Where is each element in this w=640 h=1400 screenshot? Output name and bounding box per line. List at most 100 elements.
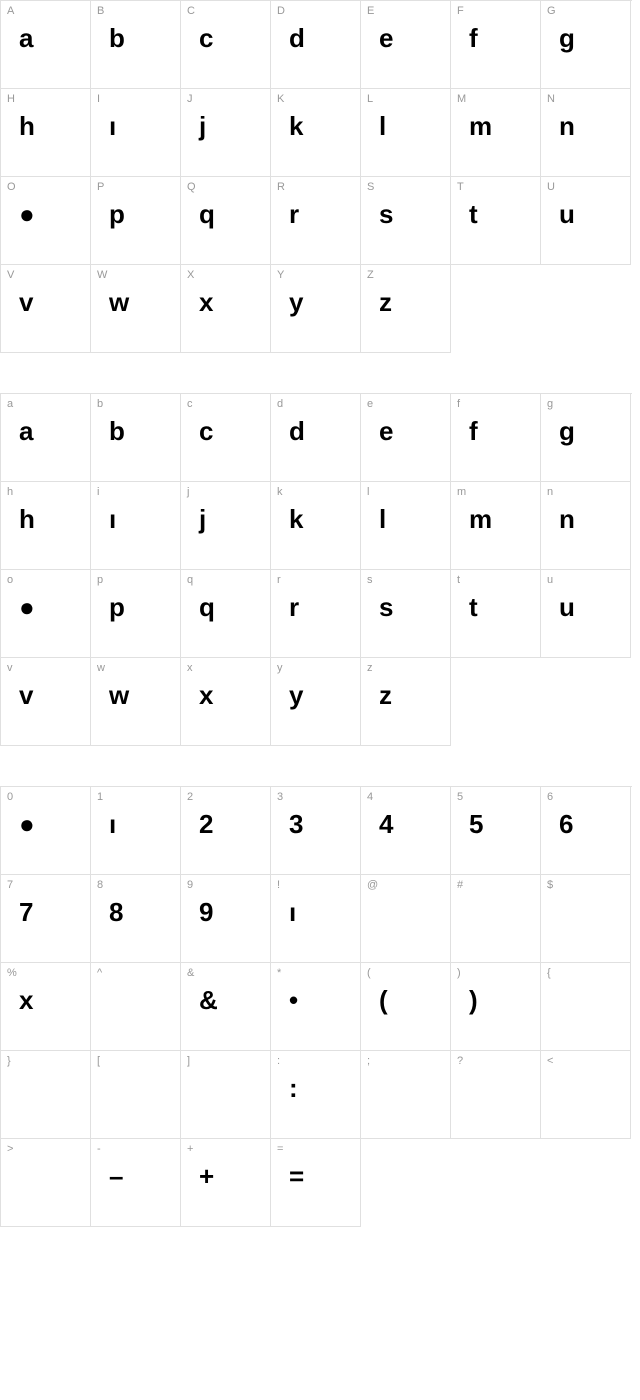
charmap-cell[interactable]: jj — [181, 482, 271, 570]
charmap-cell[interactable]: Pp — [91, 177, 181, 265]
charmap-cell[interactable]: Nn — [541, 89, 631, 177]
charmap-cell[interactable]: Bb — [91, 1, 181, 89]
charmap-cell[interactable]: > — [1, 1139, 91, 1227]
charmap-cell[interactable]: *• — [271, 963, 361, 1051]
charmap-cell[interactable]: $ — [541, 875, 631, 963]
charmap-cell[interactable]: ff — [451, 394, 541, 482]
charmap-cell[interactable]: !ı — [271, 875, 361, 963]
cell-label: @ — [367, 879, 378, 891]
charmap-cell[interactable]: iı — [91, 482, 181, 570]
charmap-cell[interactable]: @ — [361, 875, 451, 963]
charmap-cell[interactable]: -– — [91, 1139, 181, 1227]
charmap-cell[interactable]: Kk — [271, 89, 361, 177]
charmap-cell[interactable]: (( — [361, 963, 451, 1051]
charmap-cell[interactable]: Yy — [271, 265, 361, 353]
charmap-cell[interactable]: ll — [361, 482, 451, 570]
cell-label: e — [367, 398, 373, 410]
cell-label: x — [187, 662, 193, 674]
charmap-cell[interactable]: Vv — [1, 265, 91, 353]
charmap-cell[interactable]: :: — [271, 1051, 361, 1139]
charmap-cell[interactable]: Aa — [1, 1, 91, 89]
charmap-cell[interactable]: ^ — [91, 963, 181, 1051]
cell-label: C — [187, 5, 195, 17]
cell-label: m — [457, 486, 466, 498]
cell-glyph: a — [19, 25, 33, 51]
charmap-cell[interactable]: } — [1, 1051, 91, 1139]
charmap-cell[interactable]: zz — [361, 658, 451, 746]
charmap-cell[interactable]: Ww — [91, 265, 181, 353]
charmap-cell[interactable]: ++ — [181, 1139, 271, 1227]
charmap-cell[interactable]: uu — [541, 570, 631, 658]
charmap-cell[interactable]: && — [181, 963, 271, 1051]
charmap-cell[interactable]: Hh — [1, 89, 91, 177]
charmap-cell[interactable]: O● — [1, 177, 91, 265]
charmap-cell[interactable]: bb — [91, 394, 181, 482]
charmap-cell[interactable]: gg — [541, 394, 631, 482]
charmap-cell[interactable]: pp — [91, 570, 181, 658]
charmap-cell[interactable]: hh — [1, 482, 91, 570]
charmap-cell[interactable]: Ss — [361, 177, 451, 265]
charmap-cell[interactable]: %x — [1, 963, 91, 1051]
charmap-cell[interactable]: xx — [181, 658, 271, 746]
charmap-cell[interactable]: cc — [181, 394, 271, 482]
charmap-cell[interactable]: )) — [451, 963, 541, 1051]
charmap-cell[interactable]: [ — [91, 1051, 181, 1139]
charmap-cell[interactable]: Xx — [181, 265, 271, 353]
cell-glyph: 4 — [379, 811, 393, 837]
charmap-cell[interactable]: Mm — [451, 89, 541, 177]
charmap-cell[interactable]: Dd — [271, 1, 361, 89]
charmap-cell[interactable]: 44 — [361, 787, 451, 875]
charmap-cell[interactable]: tt — [451, 570, 541, 658]
charmap-cell[interactable]: 55 — [451, 787, 541, 875]
charmap-cell[interactable]: qq — [181, 570, 271, 658]
charmap-cell[interactable]: Iı — [91, 89, 181, 177]
charmap-cell[interactable]: o● — [1, 570, 91, 658]
charmap-cell[interactable]: Cc — [181, 1, 271, 89]
charmap-cell[interactable]: ] — [181, 1051, 271, 1139]
charmap-cell[interactable]: ? — [451, 1051, 541, 1139]
cell-glyph: e — [379, 25, 393, 51]
charmap-cell[interactable]: Zz — [361, 265, 451, 353]
charmap-cell[interactable]: kk — [271, 482, 361, 570]
cell-label: W — [97, 269, 107, 281]
charmap-cell[interactable]: 0● — [1, 787, 91, 875]
cell-label: + — [187, 1143, 193, 1155]
charmap-cell[interactable]: ; — [361, 1051, 451, 1139]
cell-label: r — [277, 574, 281, 586]
charmap-cell[interactable]: yy — [271, 658, 361, 746]
charmap-cell[interactable]: { — [541, 963, 631, 1051]
charmap-cell[interactable]: == — [271, 1139, 361, 1227]
charmap-cell[interactable]: aa — [1, 394, 91, 482]
charmap-cell[interactable]: 77 — [1, 875, 91, 963]
charmap-cell[interactable]: Rr — [271, 177, 361, 265]
charmap-cell[interactable]: Ff — [451, 1, 541, 89]
charmap-cell[interactable]: ee — [361, 394, 451, 482]
cell-label: D — [277, 5, 285, 17]
charmap-cell[interactable]: 22 — [181, 787, 271, 875]
charmap-cell[interactable]: 99 — [181, 875, 271, 963]
charmap-cell[interactable]: dd — [271, 394, 361, 482]
charmap-cell[interactable]: rr — [271, 570, 361, 658]
charmap-cell[interactable]: mm — [451, 482, 541, 570]
charmap-cell[interactable]: Ll — [361, 89, 451, 177]
charmap-cell[interactable]: 66 — [541, 787, 631, 875]
charmap-cell[interactable]: # — [451, 875, 541, 963]
charmap-cell[interactable]: ss — [361, 570, 451, 658]
charmap-cell[interactable]: Jj — [181, 89, 271, 177]
cell-glyph: 7 — [19, 899, 33, 925]
charmap-cell[interactable]: nn — [541, 482, 631, 570]
charmap-cell[interactable]: Qq — [181, 177, 271, 265]
charmap-cell[interactable]: 88 — [91, 875, 181, 963]
charmap-cell[interactable]: Tt — [451, 177, 541, 265]
charmap-cell[interactable]: 33 — [271, 787, 361, 875]
cell-glyph: h — [19, 113, 35, 139]
charmap-cell[interactable]: vv — [1, 658, 91, 746]
cell-glyph: u — [559, 201, 575, 227]
charmap-cell[interactable]: Ee — [361, 1, 451, 89]
charmap-cell[interactable]: Gg — [541, 1, 631, 89]
charmap-section-uppercase: AaBbCcDdEeFfGg HhIıJjKkLlMmNn O●PpQqRrSsTt… — [0, 0, 640, 353]
charmap-cell[interactable]: 1ı — [91, 787, 181, 875]
charmap-cell[interactable]: Uu — [541, 177, 631, 265]
charmap-cell[interactable]: < — [541, 1051, 631, 1139]
charmap-cell[interactable]: ww — [91, 658, 181, 746]
